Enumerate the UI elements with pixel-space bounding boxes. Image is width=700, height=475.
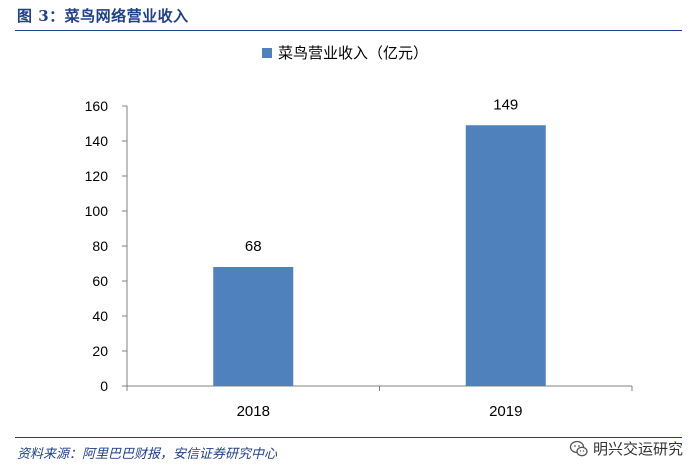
revenue-bar-chart: 0 20 40 60 80 100 120 140 160 68 2018 149 2019 菜鸟营业收入… — [85, 44, 633, 420]
y-tick-label: 140 — [85, 133, 109, 149]
y-tick-label: 0 — [100, 378, 108, 394]
x-tick-label-2018: 2018 — [237, 403, 270, 420]
bar-2018 — [213, 267, 294, 386]
bar-2019 — [465, 125, 546, 386]
footer-divider — [15, 437, 682, 438]
y-tick-label: 60 — [92, 273, 108, 289]
y-tick-label: 160 — [85, 98, 109, 114]
data-label-2018: 68 — [245, 238, 262, 255]
legend-label: 菜鸟营业收入（亿元） — [278, 44, 428, 62]
wechat-logo-icon — [569, 440, 588, 456]
y-tick-label: 20 — [92, 343, 108, 359]
y-tick-label: 80 — [92, 238, 108, 254]
y-tick-label: 40 — [92, 308, 108, 324]
source-note: 资料来源：阿里巴巴财报，安信证券研究中心 — [17, 447, 278, 462]
y-tick-label: 100 — [85, 203, 109, 219]
figure-title: 图 3：菜鸟网络营业收入 — [17, 7, 189, 25]
legend-swatch — [262, 48, 272, 58]
watermark: 明兴交运研究 — [569, 438, 683, 459]
title-divider — [15, 30, 682, 31]
x-tick-label-2019: 2019 — [489, 403, 522, 420]
data-label-2019: 149 — [493, 96, 518, 113]
watermark-text: 明兴交运研究 — [592, 440, 683, 458]
y-tick-label: 120 — [85, 168, 109, 184]
